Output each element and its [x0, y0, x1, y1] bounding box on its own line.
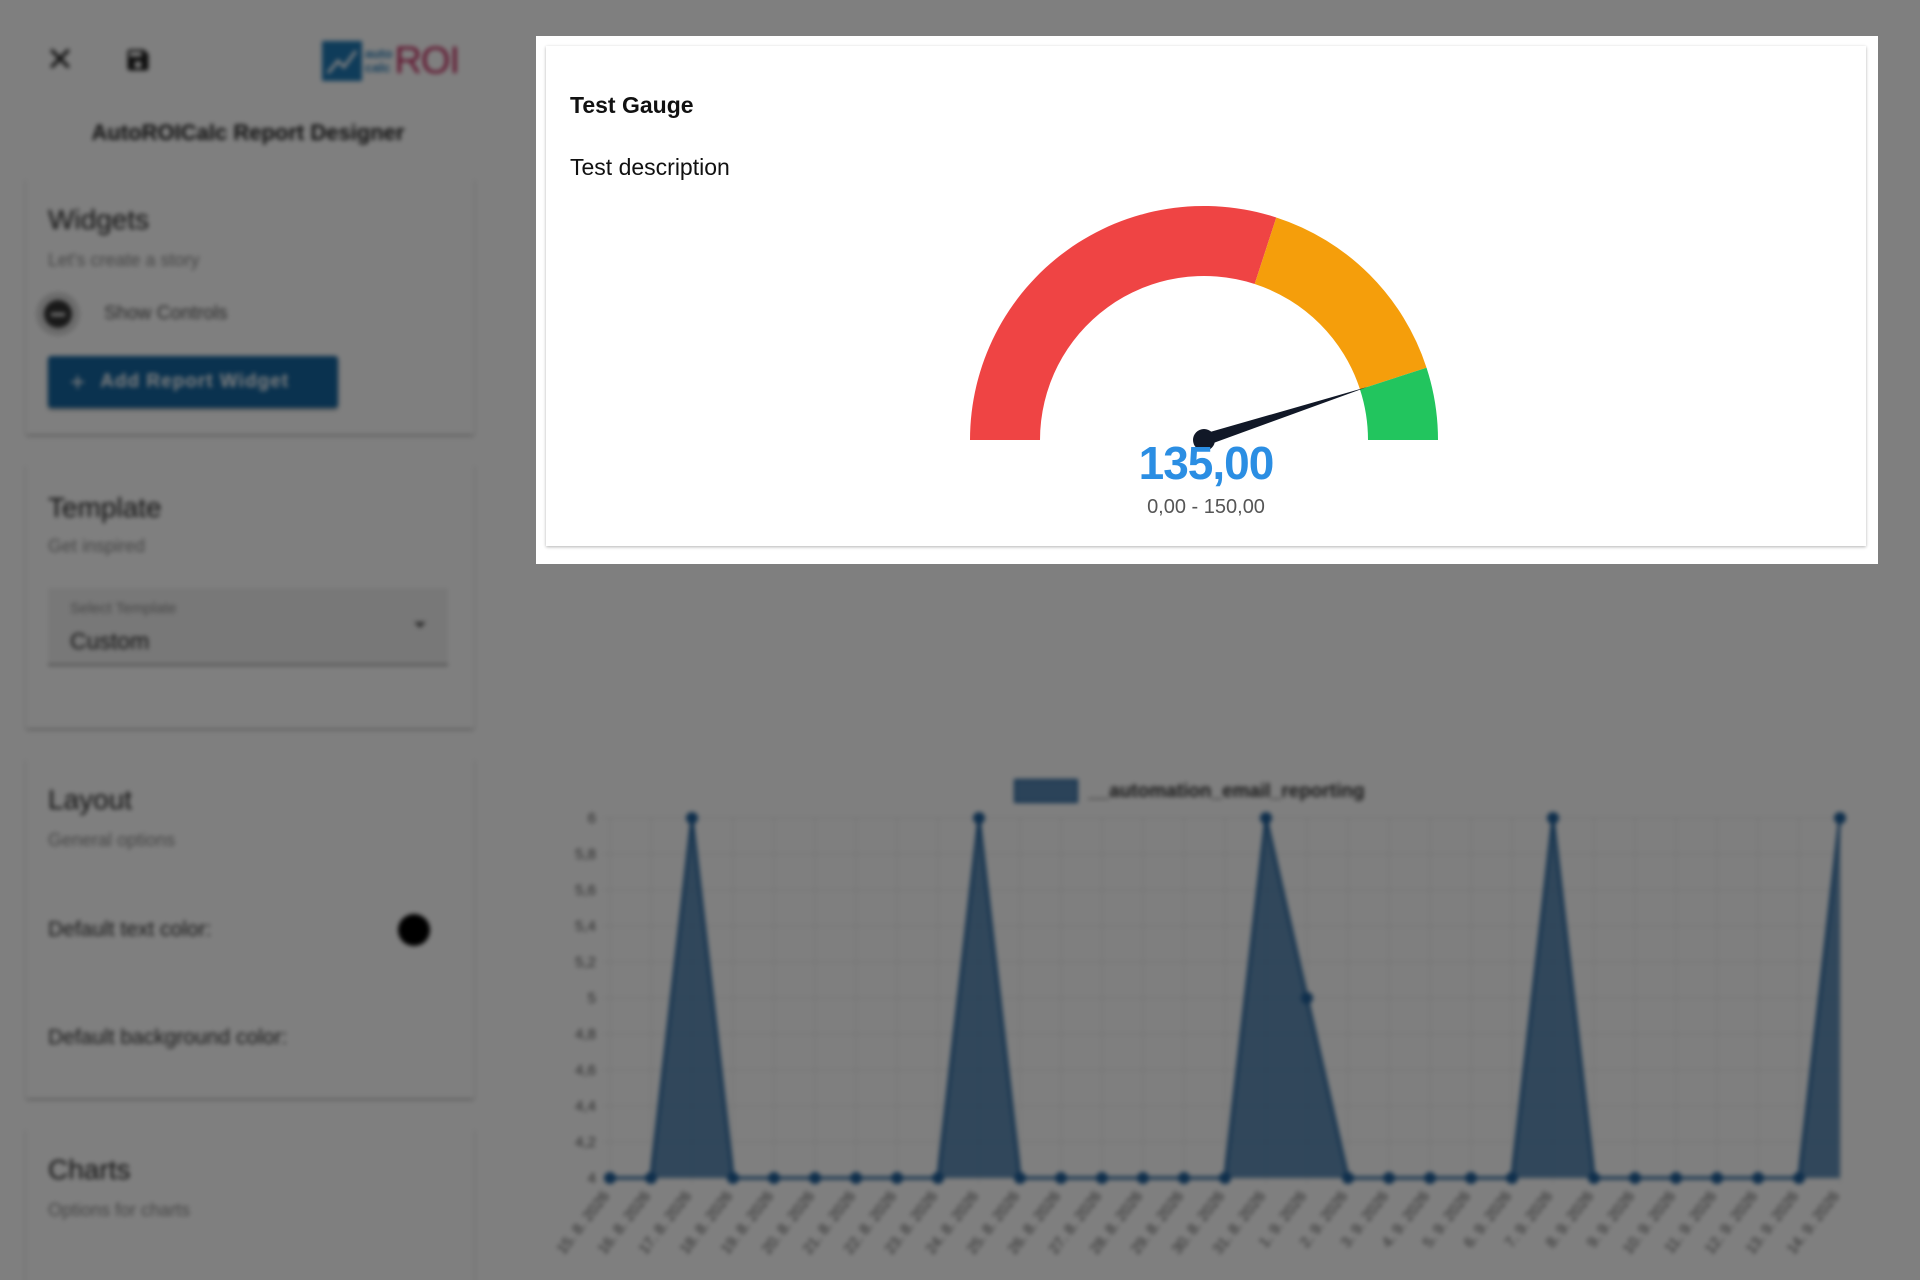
gauge-title: Test Gauge [570, 92, 694, 118]
gauge-widget[interactable]: Test Gauge Test description 135,00 0,00 … [546, 46, 1866, 546]
gauge-value: 135,00 [1138, 437, 1275, 489]
gauge-range: 0,00 - 150,00 [1147, 496, 1265, 518]
gauge-needle-hub [1193, 429, 1215, 451]
highlighted-widget: Test Gauge Test description 135,00 0,00 … [536, 36, 1878, 564]
gauge-segment-low [970, 205, 1277, 440]
gauge-segment-high [1359, 367, 1438, 440]
gauge-needle [1202, 386, 1368, 446]
gauge-segment-mid [1254, 217, 1427, 390]
gauge-chart [970, 205, 1438, 451]
gauge-description: Test description [570, 154, 730, 180]
